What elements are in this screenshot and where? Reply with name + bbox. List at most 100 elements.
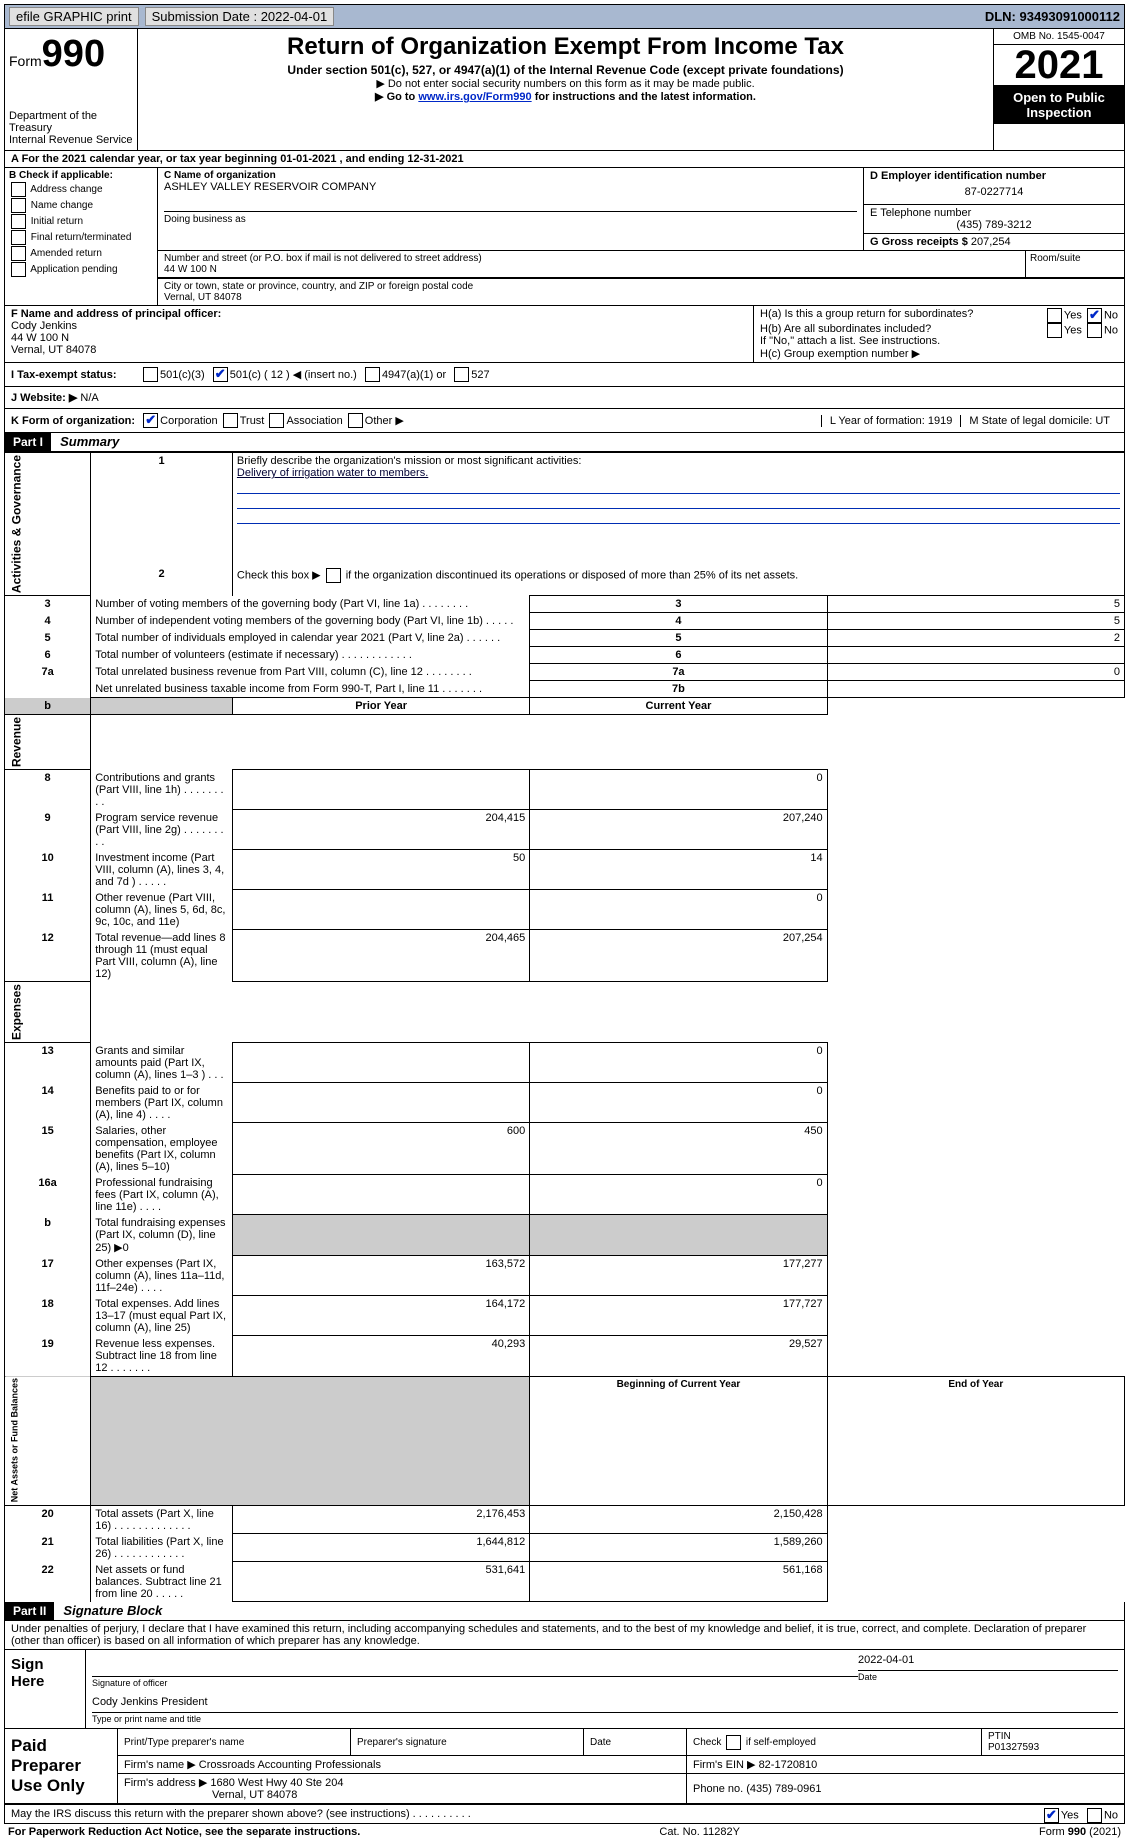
section-c-wrap: C Name of organization ASHLEY VALLEY RES… [158,168,1124,305]
dba-label: Doing business as [164,211,857,225]
part1-bar: Part I Summary [4,433,1125,452]
city-label: City or town, state or province, country… [164,281,1118,292]
prior-year-hdr: Prior Year [232,698,529,715]
k-label: K Form of organization: [11,415,135,427]
sig-date-label: Date [858,1670,1118,1682]
i-4947[interactable] [365,367,380,382]
k-assoc[interactable] [269,413,284,428]
may-no[interactable] [1087,1808,1102,1823]
part1-hdr: Part I [5,433,51,451]
city-block: City or town, state or province, country… [158,279,1124,305]
dln-label: DLN: 93493091000112 [985,9,1120,24]
k-trust[interactable] [223,413,238,428]
efile-print-button[interactable]: efile GRAPHIC print [9,7,139,26]
city-value: Vernal, UT 84078 [164,292,1118,303]
footer-mid: Cat. No. 11282Y [659,1826,740,1838]
header-mid: Return of Organization Exempt From Incom… [138,29,993,150]
firm-phone: (435) 789-0961 [746,1783,821,1795]
irs-label: Internal Revenue Service [9,134,133,146]
chk-initial-return[interactable]: Initial return [9,214,153,229]
officer-name-label: Type or print name and title [92,1712,1118,1724]
k-corp[interactable]: ✔ [143,413,158,428]
form-title: Return of Organization Exempt From Incom… [148,33,983,61]
summary-table: Activities & Governance 1 Briefly descri… [4,452,1125,1602]
hc-label: H(c) Group exemption number ▶ [760,347,1118,360]
ptin: P01327593 [988,1742,1039,1753]
irs-link[interactable]: www.irs.gov/Form990 [418,91,531,103]
form-note1: ▶ Do not enter social security numbers o… [148,77,983,90]
q2-check[interactable] [326,568,341,583]
c-name-label: C Name of organization [164,170,857,181]
form-header: Form990 Department of the Treasury Inter… [4,29,1125,151]
form-subtitle: Under section 501(c), 527, or 4947(a)(1)… [148,63,983,77]
note2-post: for instructions and the latest informat… [532,91,756,103]
tab-governance: Activities & Governance [5,453,91,596]
section-f: F Name and address of principal officer:… [5,306,754,362]
prep-name-label: Print/Type preparer's name [118,1729,351,1756]
inspect-2: Inspection [996,105,1122,120]
part1-title: Summary [54,434,119,449]
tax-year: 2021 [994,45,1124,86]
prep-check: Check if self-employed [687,1729,982,1756]
i-501c[interactable]: ✔ [213,367,228,382]
footer: For Paperwork Reduction Act Notice, see … [4,1824,1125,1840]
dept-label: Department of the Treasury [9,110,133,134]
phone-value: (435) 789-3212 [870,219,1118,231]
k-other[interactable] [348,413,363,428]
current-year-hdr: Current Year [530,698,827,715]
mission: Delivery of irrigation water to members. [237,467,428,479]
i-label: I Tax-exempt status: [11,369,141,381]
prep-sig-label: Preparer's signature [351,1729,584,1756]
website-value: N/A [80,392,98,404]
q1: Briefly describe the organization's miss… [237,455,581,467]
submission-date-button[interactable]: Submission Date : 2022-04-01 [145,7,335,26]
hb-yes[interactable] [1047,323,1062,338]
officer-addr1: 44 W 100 N [11,332,747,344]
chk-app-pending[interactable]: Application pending [9,262,153,277]
row-j: J Website: ▶ N/A [4,387,1125,409]
sig-date: 2022-04-01 [858,1654,1118,1666]
m-state: M State of legal domicile: UT [960,415,1118,427]
firm-ein: 82-1720810 [759,1759,818,1771]
tab-expenses: Expenses [5,982,91,1043]
l-year: L Year of formation: 1919 [821,415,961,427]
paid-label: Paid Preparer Use Only [5,1729,118,1804]
i-501c3[interactable] [143,367,158,382]
officer-addr2: Vernal, UT 84078 [11,344,747,356]
section-d-e-g: D Employer identification number 87-0227… [863,168,1124,250]
org-name: ASHLEY VALLEY RESERVOIR COMPANY [164,181,857,193]
room-label: Room/suite [1025,251,1124,277]
tab-revenue: Revenue [5,715,91,770]
ha-no[interactable]: ✔ [1087,308,1102,323]
i-527[interactable] [454,367,469,382]
ein-value: 87-0227714 [870,182,1118,202]
prep-date-label: Date [584,1729,687,1756]
may-yes[interactable]: ✔ [1044,1808,1059,1823]
part2-title: Signature Block [57,1603,162,1618]
form-word: Form [9,53,42,69]
footer-left: For Paperwork Reduction Act Notice, see … [8,1826,360,1838]
section-h: H(a) Is this a group return for subordin… [754,306,1124,362]
hb-no[interactable] [1087,323,1102,338]
chk-name-change[interactable]: Name change [9,198,153,213]
j-label: J Website: ▶ [11,391,77,404]
gross-receipts: 207,254 [971,236,1011,248]
sign-here-label: Sign Here [5,1650,86,1728]
firm-addr2: Vernal, UT 84078 [212,1789,297,1801]
form-number: 990 [42,33,105,75]
self-emp-check[interactable] [726,1735,741,1750]
f-label: F Name and address of principal officer: [11,308,747,320]
hb-label: H(b) Are all subordinates included? [760,323,931,335]
top-toolbar: efile GRAPHIC print Submission Date : 20… [4,4,1125,29]
chk-final-return[interactable]: Final return/terminated [9,230,153,245]
row-k: K Form of organization: ✔ Corporation Tr… [4,409,1125,433]
addr-block: Number and street (or P.O. box if mail i… [158,251,1025,277]
ha-label: H(a) Is this a group return for subordin… [760,308,973,320]
ha-yes[interactable] [1047,308,1062,323]
chk-amended[interactable]: Amended return [9,246,153,261]
chk-address-change[interactable]: Address change [9,182,153,197]
b-label: B Check if applicable: [9,170,153,181]
sig-officer-label: Signature of officer [92,1676,858,1688]
line-a: A For the 2021 calendar year, or tax yea… [4,151,1125,168]
declaration: Under penalties of perjury, I declare th… [5,1621,1124,1649]
